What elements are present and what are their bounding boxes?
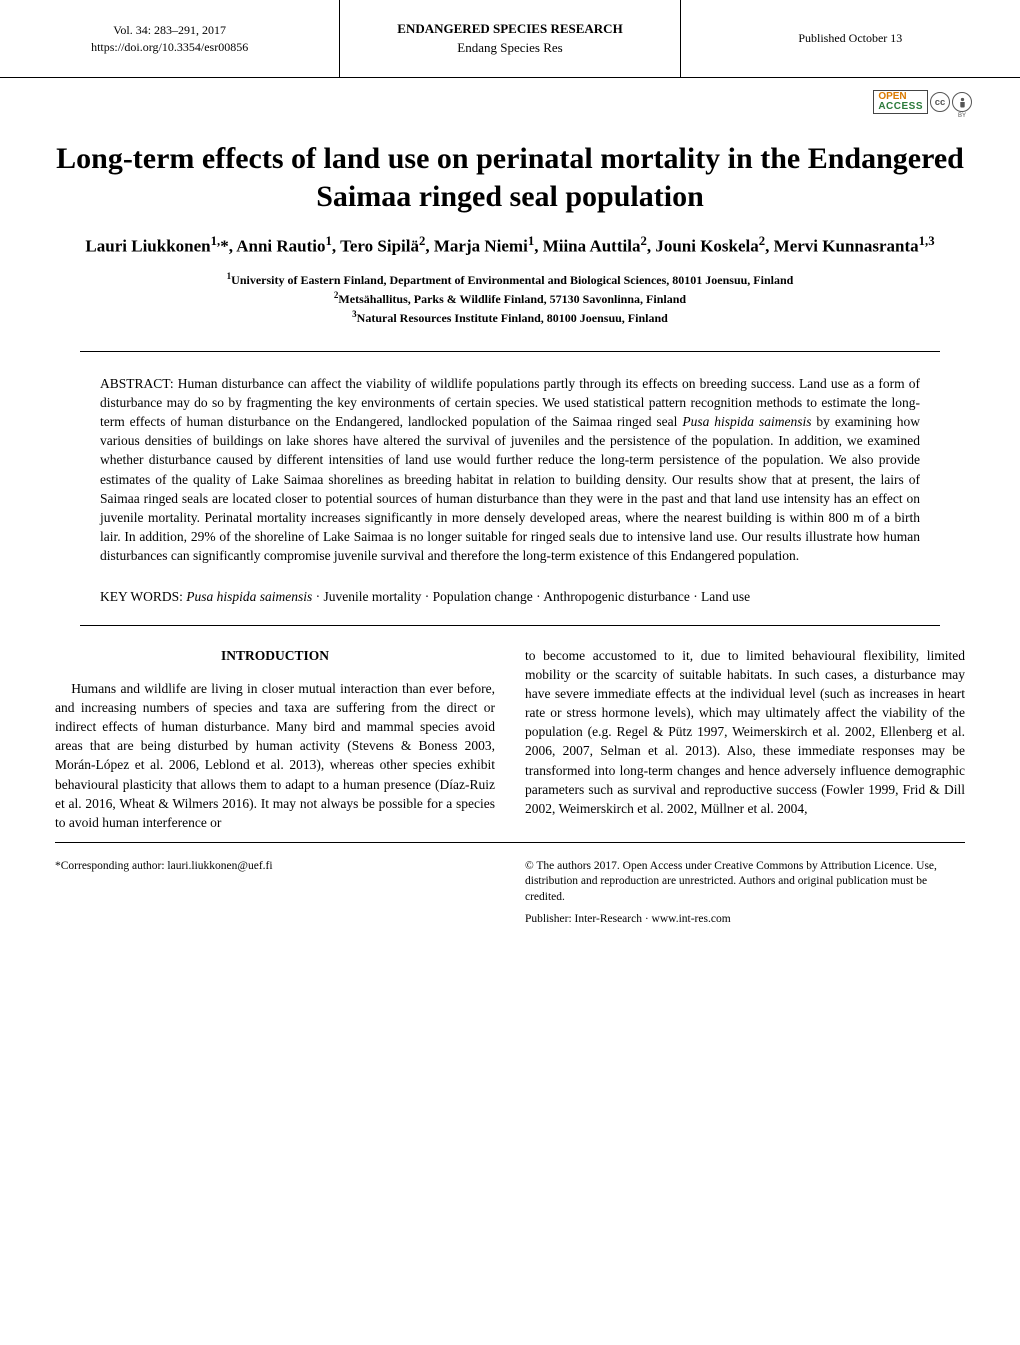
keywords-block: KEY WORDS: Pusa hispida saimensis · Juve…	[100, 587, 920, 606]
intro-paragraph-right: to become accustomed to it, due to limit…	[525, 646, 965, 818]
footer-divider	[55, 842, 965, 843]
open-access-icon: OPEN ACCESS	[873, 90, 928, 114]
footer-left: *Corresponding author: lauri.liukkonen@u…	[55, 859, 495, 927]
header-volume-cell: Vol. 34: 283–291, 2017 https://doi.org/1…	[0, 0, 340, 77]
affiliations: 1University of Eastern Finland, Departme…	[60, 270, 960, 326]
divider-top	[80, 351, 940, 352]
corresponding-author: *Corresponding author: lauri.liukkonen@u…	[55, 860, 273, 872]
divider-bottom	[80, 625, 940, 626]
footer-right: © The authors 2017. Open Access under Cr…	[525, 859, 965, 927]
abstract-label: ABSTRACT:	[100, 376, 178, 391]
journal-header: Vol. 34: 283–291, 2017 https://doi.org/1…	[0, 0, 1020, 78]
header-journal-cell: ENDANGERED SPECIES RESEARCH Endang Speci…	[340, 0, 680, 77]
body-columns: INTRODUCTION Humans and wildlife are liv…	[55, 646, 965, 832]
column-left: INTRODUCTION Humans and wildlife are liv…	[55, 646, 495, 832]
abstract-text: Human disturbance can affect the viabili…	[100, 376, 920, 563]
cc-by-icon: BY	[952, 92, 972, 112]
footer: *Corresponding author: lauri.liukkonen@u…	[55, 859, 965, 927]
column-right: to become accustomed to it, due to limit…	[525, 646, 965, 832]
publication-date: Published October 13	[798, 30, 902, 47]
journal-subtitle: Endang Species Res	[457, 39, 562, 57]
cc-icon: cc	[930, 92, 950, 112]
open-access-row: OPEN ACCESS cc BY	[0, 78, 1020, 118]
keywords-text: Pusa hispida saimensis · Juvenile mortal…	[186, 589, 750, 604]
open-access-badge: OPEN ACCESS cc BY	[873, 90, 972, 114]
journal-name: ENDANGERED SPECIES RESEARCH	[397, 20, 622, 38]
header-pubdate-cell: Published October 13	[681, 0, 1020, 77]
intro-paragraph-left: Humans and wildlife are living in closer…	[55, 679, 495, 832]
publisher-text: Publisher: Inter-Research · www.int-res.…	[525, 912, 965, 928]
license-text: © The authors 2017. Open Access under Cr…	[525, 859, 965, 906]
article-title: Long-term effects of land use on perinat…	[50, 140, 970, 215]
author-list: Lauri Liukkonen1,*, Anni Rautio1, Tero S…	[60, 233, 960, 258]
by-label: BY	[958, 113, 966, 119]
access-text: ACCESS	[878, 102, 923, 112]
keywords-label: KEY WORDS:	[100, 589, 186, 604]
doi-link[interactable]: https://doi.org/10.3354/esr00856	[91, 39, 248, 56]
volume-line: Vol. 34: 283–291, 2017	[113, 22, 226, 39]
section-heading-introduction: INTRODUCTION	[55, 646, 495, 665]
abstract-block: ABSTRACT: Human disturbance can affect t…	[100, 374, 920, 566]
